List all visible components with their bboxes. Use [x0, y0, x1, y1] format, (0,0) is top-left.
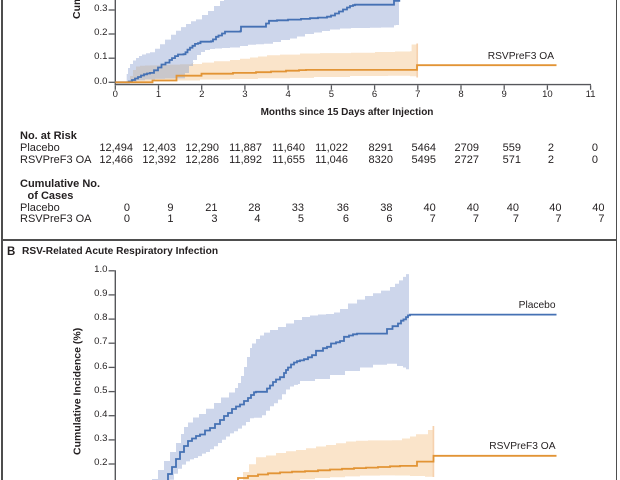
svg-text:Cumulative Incidence (%): Cumulative Incidence (%)	[71, 0, 83, 19]
svg-text:Cumulative Incidence (%): Cumulative Incidence (%)	[72, 328, 84, 455]
